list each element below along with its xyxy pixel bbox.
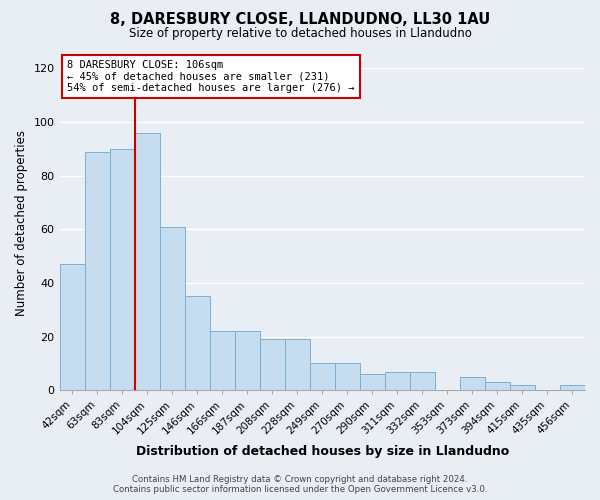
Y-axis label: Number of detached properties: Number of detached properties bbox=[15, 130, 28, 316]
Bar bbox=[285, 340, 310, 390]
Bar bbox=[460, 377, 485, 390]
Bar bbox=[110, 149, 134, 390]
Text: Size of property relative to detached houses in Llandudno: Size of property relative to detached ho… bbox=[128, 28, 472, 40]
Bar bbox=[485, 382, 510, 390]
Bar bbox=[410, 372, 435, 390]
Bar bbox=[360, 374, 385, 390]
Bar bbox=[260, 340, 285, 390]
Bar bbox=[134, 133, 160, 390]
Bar bbox=[235, 332, 260, 390]
Bar bbox=[385, 372, 410, 390]
Bar bbox=[160, 226, 185, 390]
Text: Contains HM Land Registry data © Crown copyright and database right 2024.
Contai: Contains HM Land Registry data © Crown c… bbox=[113, 474, 487, 494]
Text: 8 DARESBURY CLOSE: 106sqm
← 45% of detached houses are smaller (231)
54% of semi: 8 DARESBURY CLOSE: 106sqm ← 45% of detac… bbox=[67, 60, 355, 93]
X-axis label: Distribution of detached houses by size in Llandudno: Distribution of detached houses by size … bbox=[136, 444, 509, 458]
Text: 8, DARESBURY CLOSE, LLANDUDNO, LL30 1AU: 8, DARESBURY CLOSE, LLANDUDNO, LL30 1AU bbox=[110, 12, 490, 28]
Bar bbox=[510, 385, 535, 390]
Bar bbox=[209, 332, 235, 390]
Bar bbox=[560, 385, 585, 390]
Bar bbox=[185, 296, 209, 390]
Bar bbox=[59, 264, 85, 390]
Bar bbox=[335, 364, 360, 390]
Bar bbox=[310, 364, 335, 390]
Bar bbox=[85, 152, 110, 390]
